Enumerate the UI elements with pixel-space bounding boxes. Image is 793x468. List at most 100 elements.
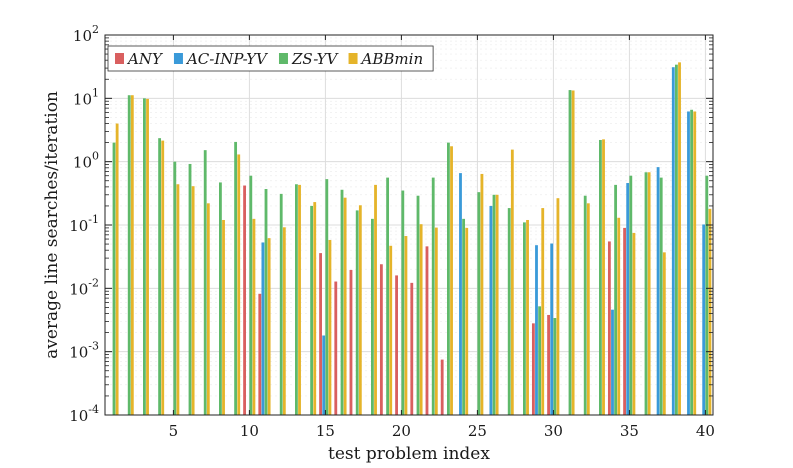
legend-label-abbmin: ABBmin xyxy=(360,50,424,68)
bar-abbmin-12 xyxy=(282,227,286,415)
labels-layer: test problem index average line searches… xyxy=(42,91,490,464)
bar-abbmin-40 xyxy=(708,208,712,415)
bar-any-23 xyxy=(440,359,444,415)
bar-abbmin-37 xyxy=(662,252,666,415)
bar-zs-yv-10 xyxy=(249,175,253,415)
bar-zs-yv-12 xyxy=(279,193,283,415)
bar-abbmin-32 xyxy=(586,203,590,415)
legend-label-zs-yv: ZS-YV xyxy=(291,50,340,68)
bar-abbmin-2 xyxy=(130,95,134,415)
bar-abbmin-13 xyxy=(298,184,301,415)
x-tick-label: 5 xyxy=(169,422,179,440)
bar-zs-yv-36 xyxy=(644,172,648,415)
x-tick-label: 25 xyxy=(468,422,487,440)
bar-abbmin-25 xyxy=(480,173,484,415)
bar-zs-yv-7 xyxy=(203,150,207,415)
bar-abbmin-29 xyxy=(541,208,545,415)
bar-zs-yv-20 xyxy=(401,190,405,415)
x-tick-label: 20 xyxy=(392,422,411,440)
bar-any-30 xyxy=(547,314,550,415)
x-axis-label: test problem index xyxy=(328,444,490,464)
bar-zs-yv-17 xyxy=(355,210,359,415)
bar-any-34 xyxy=(607,241,611,415)
bar-zs-yv-11 xyxy=(264,189,268,415)
bar-zs-yv-8 xyxy=(219,182,222,415)
legend-box xyxy=(107,45,434,72)
bar-zs-yv-40 xyxy=(705,175,709,415)
bar-ac-inp-yv-40 xyxy=(702,224,706,415)
bar-ac-inp-yv-24 xyxy=(459,173,462,415)
bar-abbmin-22 xyxy=(434,227,438,415)
bar-any-19 xyxy=(379,264,383,415)
bar-abbmin-4 xyxy=(161,140,165,416)
bar-abbmin-16 xyxy=(343,197,347,415)
y-tick-label: 10-2 xyxy=(69,276,99,298)
y-tick-label: 10-3 xyxy=(69,340,99,362)
x-tick-label: 10 xyxy=(240,422,259,440)
bar-zs-yv-19 xyxy=(386,177,390,415)
y-tick-label: 10-1 xyxy=(69,213,99,235)
bar-abbmin-28 xyxy=(526,219,529,415)
bar-abbmin-1 xyxy=(115,123,119,415)
y-tick-label: 100 xyxy=(73,150,99,172)
bar-zs-yv-13 xyxy=(295,184,298,415)
bar-any-35 xyxy=(623,227,626,415)
bar-ac-inp-yv-34 xyxy=(611,309,614,415)
bar-abbmin-31 xyxy=(571,90,575,416)
bar-zs-yv-2 xyxy=(127,95,131,415)
bar-abbmin-6 xyxy=(191,186,195,415)
bar-zs-yv-38 xyxy=(675,64,678,416)
bar-zs-yv-29 xyxy=(538,306,542,415)
bar-any-17 xyxy=(349,269,353,415)
bar-any-20 xyxy=(395,275,398,415)
legend-swatch-zs-yv xyxy=(278,53,288,64)
bar-abbmin-14 xyxy=(313,202,317,415)
bar-zs-yv-33 xyxy=(599,139,602,416)
ticks-layer: 5 10 15 20 25 30 35 40 10-4 10-3 10-2 10-1 100 101 102 xyxy=(69,23,715,440)
bar-zs-yv-4 xyxy=(158,138,162,416)
bar-abbmin-3 xyxy=(146,98,149,415)
x-tick-label: 30 xyxy=(544,422,563,440)
bar-ac-inp-yv-37 xyxy=(656,167,660,415)
bar-any-16 xyxy=(334,281,338,415)
bars-layer xyxy=(112,62,712,416)
bar-zs-yv-14 xyxy=(310,205,314,415)
bar-zs-yv-9 xyxy=(234,141,238,416)
bar-abbmin-23 xyxy=(450,146,453,415)
bar-any-10 xyxy=(243,185,246,415)
bar-ac-inp-yv-38 xyxy=(671,67,675,416)
bar-zs-yv-32 xyxy=(583,195,587,415)
bar-abbmin-20 xyxy=(404,236,408,415)
bar-any-29 xyxy=(531,323,535,415)
bar-any-22 xyxy=(425,246,429,415)
legend-label-any: ANY xyxy=(126,50,164,68)
bar-abbmin-34 xyxy=(617,217,621,415)
bar-zs-yv-37 xyxy=(659,177,663,415)
bar-abbmin-38 xyxy=(678,62,681,415)
bar-abbmin-9 xyxy=(237,154,241,415)
bar-abbmin-24 xyxy=(465,227,469,415)
bar-ac-inp-yv-29 xyxy=(535,245,538,415)
legend-swatch-ac-inp-yv xyxy=(173,53,183,64)
bar-zs-yv-30 xyxy=(553,318,557,415)
bar-abbmin-18 xyxy=(374,184,377,415)
bar-abbmin-30 xyxy=(556,198,560,415)
y-axis-label: average line searches/iteration xyxy=(42,91,62,359)
y-tick-label: 10-4 xyxy=(69,403,99,425)
bar-abbmin-5 xyxy=(176,184,180,415)
bar-zs-yv-31 xyxy=(568,90,572,415)
bar-abbmin-33 xyxy=(602,139,605,416)
bar-ac-inp-yv-39 xyxy=(687,111,690,415)
bar-zs-yv-34 xyxy=(614,184,618,415)
legend-label-ac-inp-yv: AC-INP-YV xyxy=(185,50,269,68)
bar-abbmin-35 xyxy=(632,232,636,415)
bar-abbmin-15 xyxy=(328,239,332,415)
bar-zs-yv-22 xyxy=(431,177,435,415)
bar-zs-yv-16 xyxy=(340,189,344,415)
bar-ac-inp-yv-35 xyxy=(626,183,630,415)
bar-zs-yv-39 xyxy=(690,109,694,415)
bar-abbmin-11 xyxy=(267,238,271,415)
bar-abbmin-21 xyxy=(419,224,423,415)
bar-abbmin-36 xyxy=(647,172,651,415)
